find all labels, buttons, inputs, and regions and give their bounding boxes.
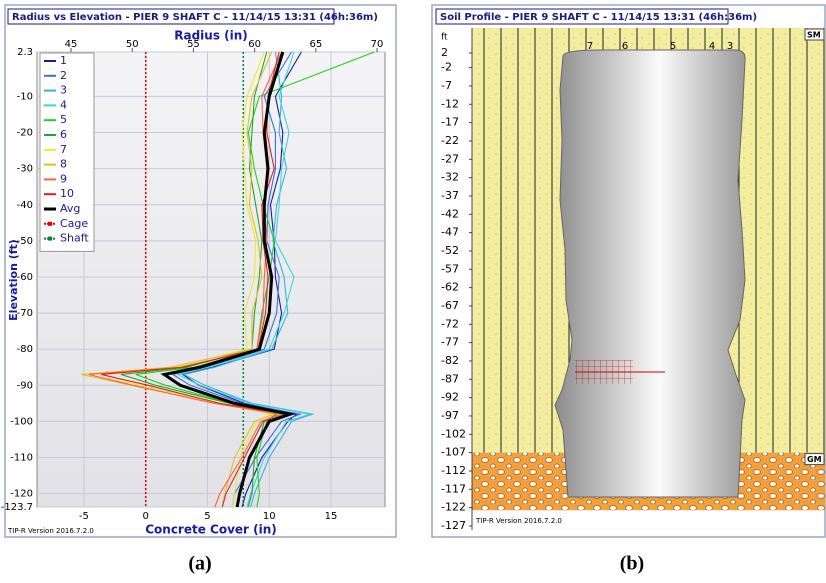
legend-label: Avg [60,202,80,215]
y-tick-label: 2 [441,46,448,59]
top-scale-label: 6 [622,41,628,52]
y-tick-label: -17 [441,116,459,129]
footer: TIP-R Version 2016.7.2.0 [7,527,94,535]
x-tick-label: 45 [65,39,78,50]
footer: TIP-R Version 2016.7.2.0 [475,517,562,525]
y-tick-label: -10 [17,91,33,102]
y-tick-label: -37 [441,189,459,202]
layer-label-box [804,453,825,466]
y-tick-label: 2.3 [17,47,33,58]
y-tick-label: -20 [17,128,33,139]
y-tick-label: -32 [441,171,459,184]
legend-label: 3 [60,84,67,97]
y-tick-label: -100 [10,416,33,427]
y-tick-label: -60 [17,272,33,283]
shaft-outline [554,49,746,498]
x2-tick-label: 15 [325,511,338,522]
layer-label: GM [807,455,822,464]
chart-title: Radius vs Elevation - PIER 9 SHAFT C - 1… [12,12,378,23]
y-tick-label: -123.7 [1,502,33,513]
x2-tick-label: -5 [79,511,89,522]
x-tick-label: 65 [309,39,322,50]
legend-label: 10 [60,187,74,200]
x-tick-label: 50 [126,39,139,50]
caption: (a) [188,553,211,575]
y-tick-label: -77 [441,336,459,349]
legend-label: Shaft [60,232,89,245]
legend-label: 5 [60,113,67,126]
x-tick-label: 55 [187,39,200,50]
x-tick-label: 70 [371,39,384,50]
y-tick-label: -67 [441,299,459,312]
x-axis-label: Radius (in) [174,29,248,43]
y-tick-label: -82 [441,354,459,367]
y-tick-label: -40 [17,200,33,211]
y-unit: ft [441,33,448,43]
y-tick-label: -57 [441,262,459,275]
chart-a: 2.3-10-20-30-40-50-60-70-80-90-100-110-1… [1,39,385,522]
layer-label-box [804,28,825,41]
y-tick-label: -107 [441,446,466,459]
y-tick-label: -27 [441,152,459,165]
y-tick-label: -90 [17,380,33,391]
top-scale-label: 7 [587,41,593,52]
y-tick-label: -80 [17,344,33,355]
legend-label: 4 [60,98,67,111]
x2-tick-label: 5 [204,511,210,522]
x2-axis-label: Concrete Cover (in) [145,523,277,537]
series-line [171,51,303,508]
y-tick-label: -127 [441,519,466,532]
top-scale-label: 4 [709,41,715,52]
series-line [176,51,311,508]
y-tick-label: -2 [441,61,452,74]
y-tick-label: -72 [441,317,459,330]
layer-label: SM [807,31,821,40]
y-tick-label: -62 [441,281,459,294]
y-tick-label: -120 [10,489,33,500]
plot-area [36,51,386,508]
y-tick-label: -92 [441,391,459,404]
x-tick-label: 60 [248,39,261,50]
y-tick-label: -122 [441,501,466,514]
y-tick-label: -12 [441,97,459,110]
y-tick-label: -112 [441,464,466,477]
y-tick-label: -7 [441,79,452,92]
y-tick-label: -52 [441,244,459,257]
x2-tick-label: 0 [143,511,149,522]
y-tick-label: -102 [441,427,466,440]
series-line [81,51,277,508]
y-axis-label: Elevation (ft) [7,239,20,321]
legend-label: Cage [60,217,88,230]
title-box [435,8,729,25]
x2-tick-label: 10 [263,511,276,522]
legend-label: 2 [60,69,67,82]
legend-marker [48,221,52,226]
top-scale-label: 3 [727,41,733,52]
y-tick-label: -97 [441,409,459,422]
legend-label: 6 [60,128,67,141]
y-tick-label: -22 [441,134,459,147]
legend-marker [48,236,52,241]
legend-label: 1 [60,54,67,67]
y-tick-label: -87 [441,372,459,385]
top-scale-label: 5 [670,41,676,52]
series-line [182,51,315,508]
y-tick-label: -42 [441,207,459,220]
legend-label: 8 [60,158,67,171]
y-tick-label: -70 [17,308,33,319]
y-tick-label: -110 [10,453,33,464]
chart-title: Soil Profile - PIER 9 SHAFT C - 11/14/15… [440,12,757,23]
y-tick-label: -30 [17,164,33,175]
y-tick-label: -47 [441,226,459,239]
series-line [160,51,297,508]
legend-label: 9 [60,172,67,185]
y-tick-label: -50 [17,236,33,247]
title-box [7,8,335,25]
legend-box [39,52,95,252]
legend-label: 7 [60,143,67,156]
y-tick-label: -117 [441,482,466,495]
caption: (b) [620,553,644,575]
series-line [101,51,288,508]
